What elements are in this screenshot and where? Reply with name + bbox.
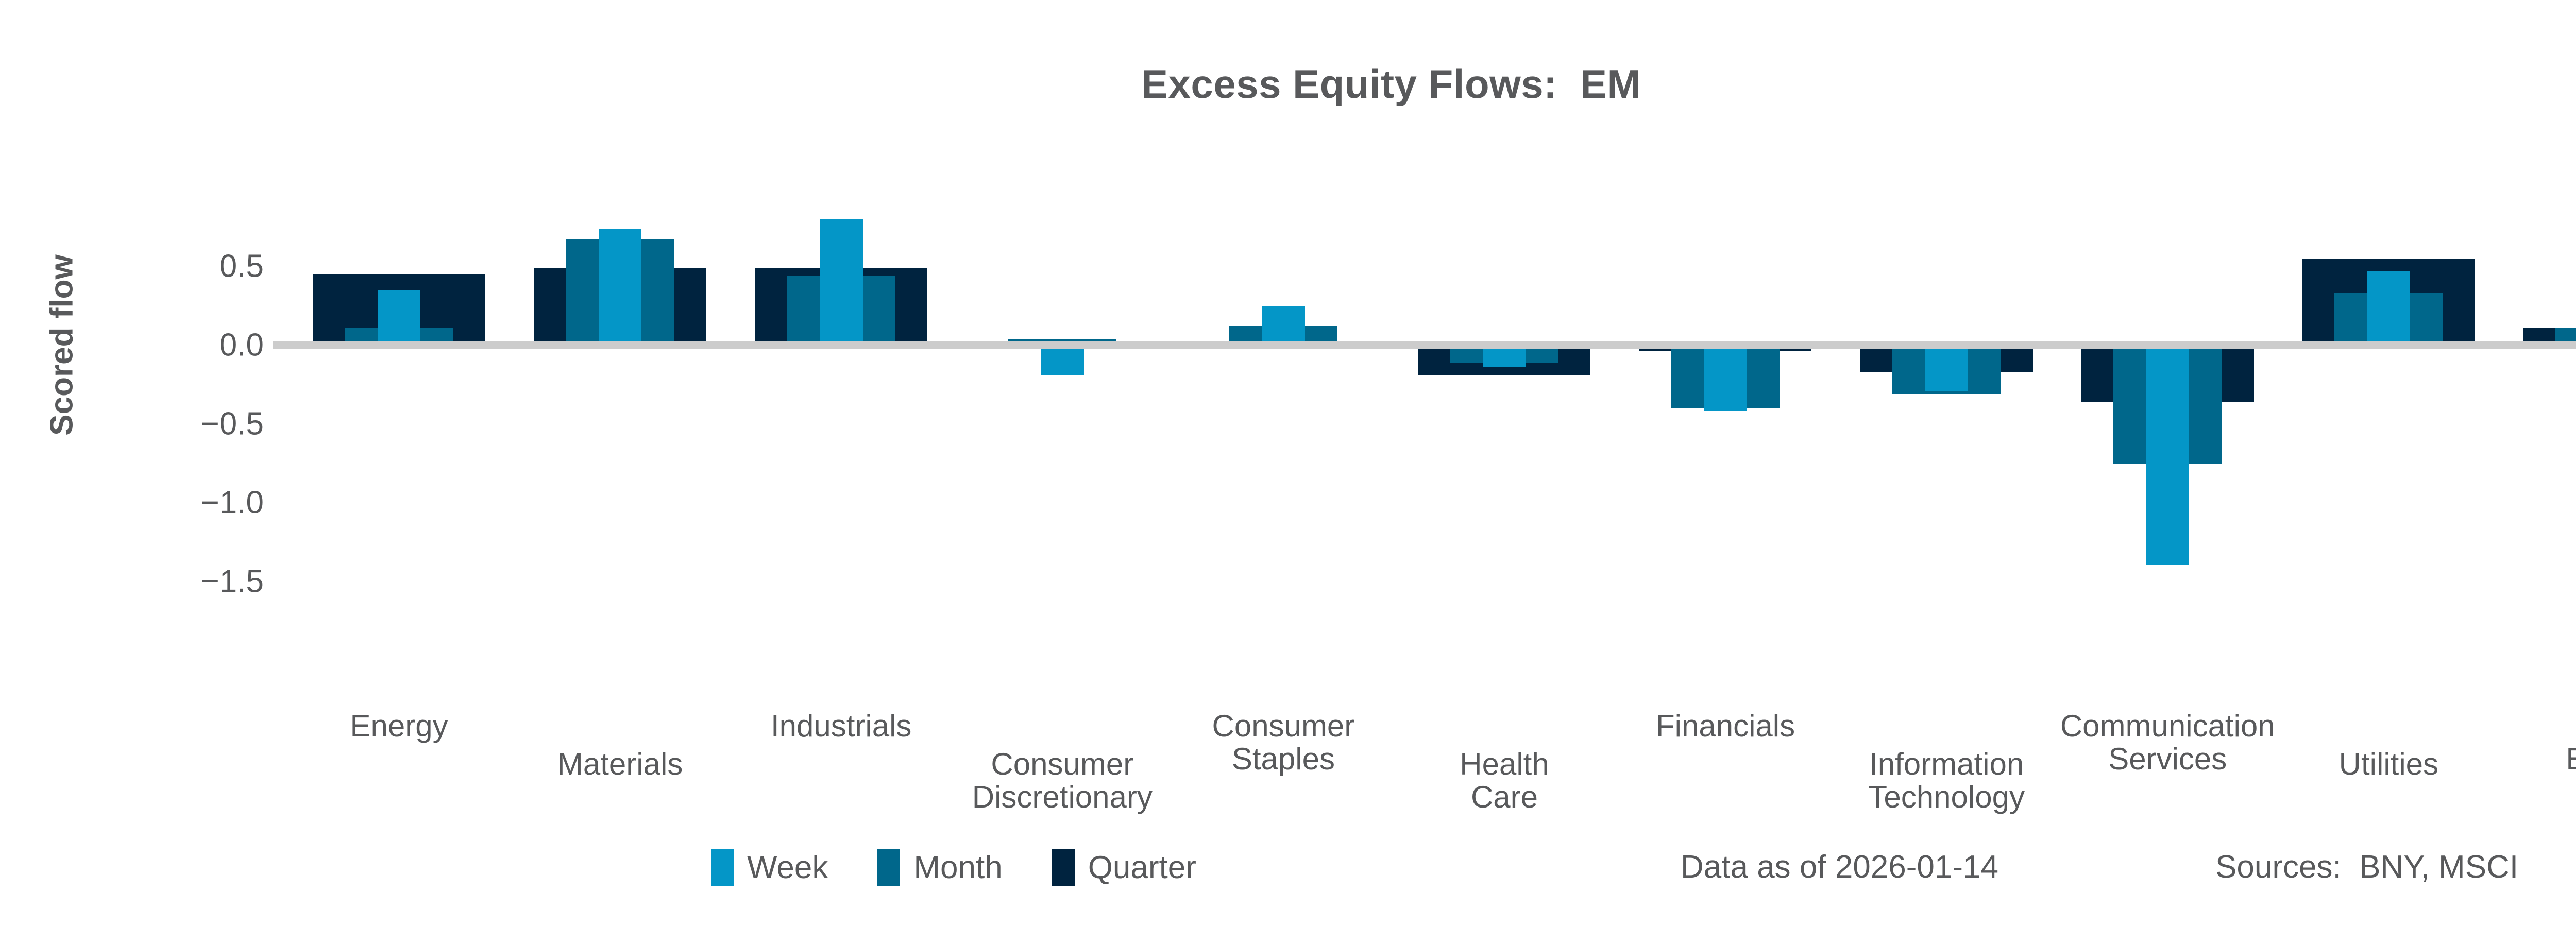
bar-group: [289, 154, 2576, 695]
bar-week[interactable]: [1925, 345, 1969, 391]
bar-group: [289, 154, 2576, 695]
y-axis-title: Scored flow: [44, 254, 80, 436]
y-axis-tick-label: −0.5: [200, 406, 264, 442]
x-axis-tick-label: Financials: [1656, 709, 1795, 743]
legend-item-quarter[interactable]: Quarter: [1052, 849, 1196, 886]
x-axis-tick-label: Real Estate: [2486, 710, 2576, 775]
bar-week[interactable]: [598, 228, 642, 345]
plot-area: [273, 154, 2576, 695]
bar-week[interactable]: [1704, 345, 1747, 411]
bar-week[interactable]: [2146, 345, 2190, 566]
zero-baseline: [273, 341, 2576, 349]
data-as-of-note: Data as of 2026-01-14: [1681, 849, 1998, 885]
x-axis-tick-label: Information Technology: [1868, 747, 2025, 814]
x-axis-tick-label: Industrials: [770, 709, 912, 743]
legend-swatch-month: [877, 849, 901, 886]
bar-week[interactable]: [1262, 305, 1305, 345]
bar-group: [289, 154, 2576, 695]
x-axis-tick-label: Materials: [557, 747, 683, 781]
x-axis-tick-label: Health Care: [1460, 747, 1549, 814]
legend-item-week[interactable]: Week: [711, 849, 828, 886]
x-axis-tick-label: Consumer Staples: [1212, 709, 1355, 776]
legend-label: Quarter: [1088, 849, 1196, 885]
y-axis-tick-label: −1.0: [200, 485, 264, 521]
y-axis-tick-label: 0.0: [219, 327, 264, 363]
legend-label: Week: [747, 849, 828, 885]
y-axis-tick-label: −1.5: [200, 563, 264, 599]
x-axis-tick-label: Consumer Discretionary: [972, 747, 1153, 814]
x-axis-tick-label: Energy: [350, 709, 448, 743]
bar-group: [289, 154, 2576, 695]
bar-week[interactable]: [2367, 271, 2411, 345]
legend-swatch-quarter: [1052, 849, 1075, 886]
y-axis-tick-label: 0.5: [219, 248, 264, 284]
legend-label: Month: [913, 849, 1003, 885]
bar-week[interactable]: [1483, 345, 1526, 367]
legend-swatch-week: [711, 849, 734, 886]
x-axis-tick-label: Utilities: [2338, 747, 2439, 781]
x-axis-tick-label: Communication Services: [2060, 709, 2275, 776]
legend-item-month[interactable]: Month: [877, 849, 1003, 886]
bar-group: [289, 154, 2576, 695]
bar-group: [289, 154, 2576, 695]
bar-week[interactable]: [819, 219, 863, 345]
sources-note: Sources: BNY, MSCI: [2215, 849, 2519, 885]
chart-legend: Week Month Quarter: [711, 849, 1196, 886]
bar-group: [289, 154, 2576, 695]
page-title: Excess Equity Flows: EM: [1141, 61, 1641, 107]
bar-week[interactable]: [377, 289, 421, 345]
bar-week[interactable]: [1040, 345, 1084, 375]
